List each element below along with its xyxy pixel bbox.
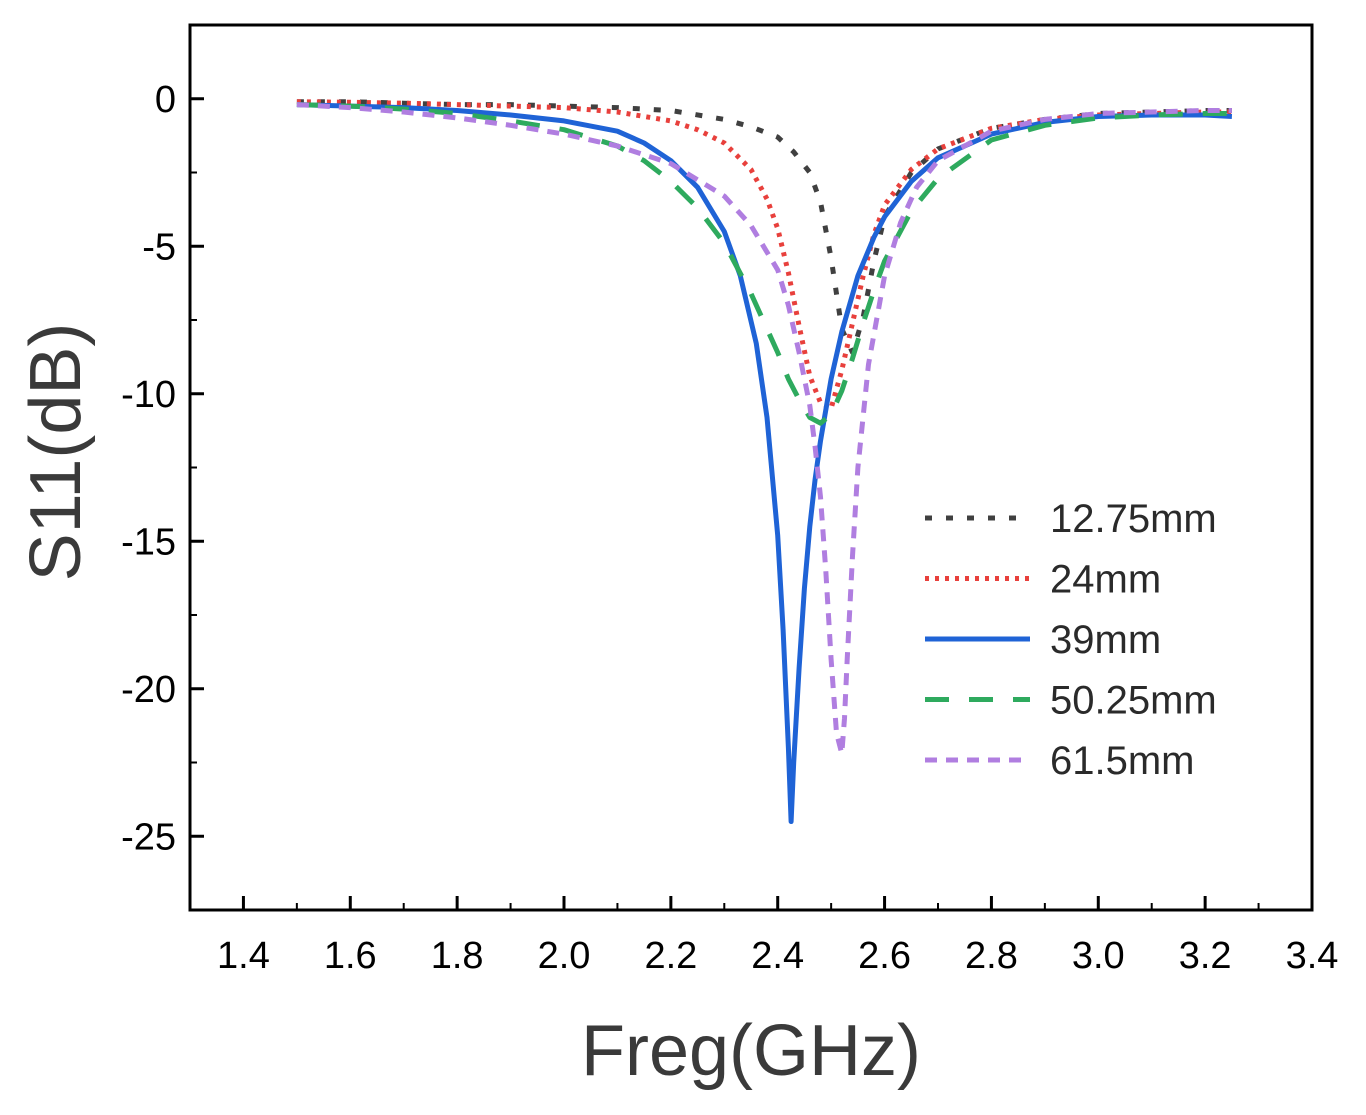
legend-label: 39mm <box>1050 618 1161 662</box>
y-tick-label: -25 <box>121 816 176 858</box>
axis-layer: 1.4 1.6 1.8 2.0 2.2 2.4 2.6 2.8 3.0 3.2 3.4 0 -5 -10 -… <box>121 23 1339 977</box>
y-tick-label: -20 <box>121 669 176 711</box>
x-tick-label: 3.4 <box>1286 935 1339 977</box>
x-axis-title: Freg(GHz) <box>581 1011 921 1091</box>
x-tick-label: 3.0 <box>1072 935 1125 977</box>
y-axis-title: S11(dB) <box>16 323 96 582</box>
x-tick-label: 1.8 <box>431 935 484 977</box>
y-tick-label: 0 <box>155 79 176 121</box>
x-tick-label: 1.6 <box>324 935 377 977</box>
legend: 12.75mm 24mm 39mm 50.25mm 61.5mm <box>925 497 1217 783</box>
series-line-39mm <box>296 102 1233 824</box>
legend-label: 24mm <box>1050 558 1161 602</box>
x-tick-label: 3.2 <box>1179 935 1232 977</box>
x-tick-label: 1.4 <box>217 935 270 977</box>
series-line-50.25mm <box>296 102 1232 426</box>
series-layer <box>296 99 1233 824</box>
x-tick-label: 2.6 <box>858 935 911 977</box>
legend-label: 61.5mm <box>1050 739 1195 783</box>
series-line-24mm <box>296 99 1232 411</box>
x-tick-label: 2.8 <box>965 935 1018 977</box>
y-tick-label: -10 <box>121 374 176 416</box>
y-tick-label: -5 <box>142 226 176 268</box>
y-tick-label: -15 <box>121 521 176 563</box>
x-tick-label: 2.4 <box>751 935 804 977</box>
series-line-61.5mm <box>296 102 1232 757</box>
x-tick-label: 2.0 <box>538 935 591 977</box>
legend-label: 12.75mm <box>1050 497 1217 541</box>
legend-label: 50.25mm <box>1050 679 1217 723</box>
x-tick-label: 2.2 <box>644 935 697 977</box>
